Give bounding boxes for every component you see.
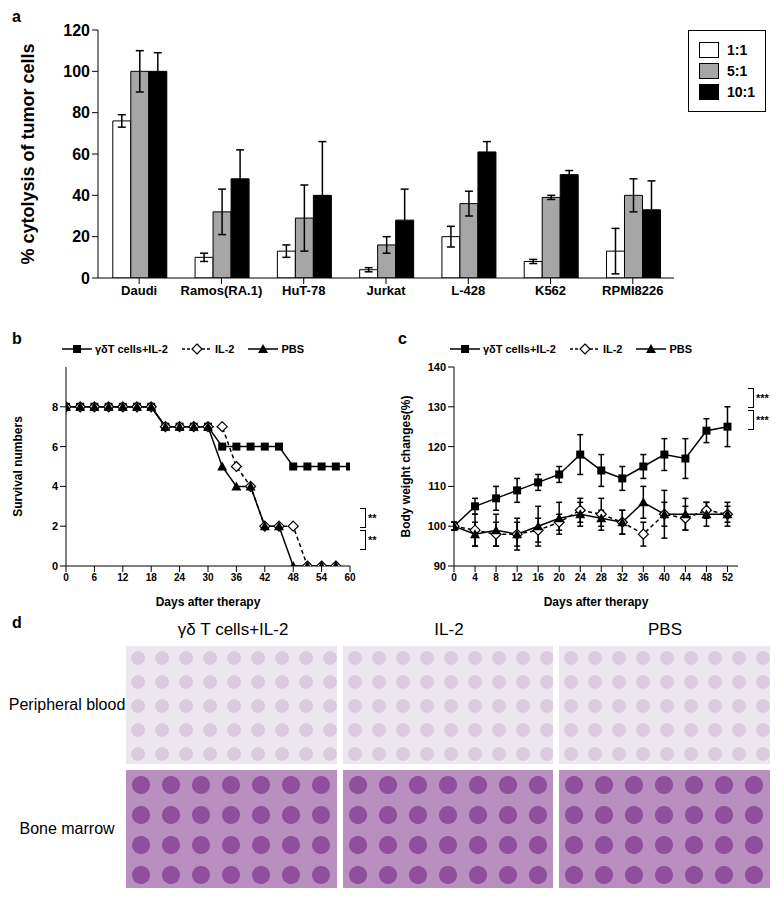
svg-text:42: 42 — [259, 572, 271, 583]
html-text:PBS: PBS — [648, 620, 682, 639]
svg-text:24: 24 — [575, 572, 587, 583]
svg-text:36: 36 — [638, 572, 650, 583]
html-text:Bone marrow: Bone marrow — [19, 820, 115, 837]
svg-text:Jurkat: Jurkat — [366, 283, 406, 298]
html-text:IL-2: IL-2 — [434, 620, 464, 639]
svg-text:4: 4 — [52, 480, 59, 492]
svg-text:130: 130 — [428, 401, 446, 413]
svg-text:Daudi: Daudi — [121, 283, 157, 298]
svg-text:4: 4 — [472, 572, 478, 583]
svg-text:40: 40 — [659, 572, 671, 583]
svg-text:0: 0 — [81, 270, 90, 287]
svg-text:K562: K562 — [535, 283, 566, 298]
svg-text:L-428: L-428 — [451, 283, 485, 298]
svg-text:20: 20 — [72, 228, 90, 245]
svg-text:48: 48 — [701, 572, 713, 583]
svg-text:60: 60 — [344, 572, 356, 583]
svg-text:30: 30 — [202, 572, 214, 583]
svg-text:44: 44 — [680, 572, 692, 583]
svg-text:28: 28 — [596, 572, 608, 583]
svg-text:12: 12 — [117, 572, 129, 583]
html-text:γδ T cells+IL-2: γδ T cells+IL-2 — [177, 620, 289, 639]
svg-text:6: 6 — [52, 441, 58, 453]
svg-text:% cytolysis of tumor cells: % cytolysis of tumor cells — [18, 43, 38, 264]
html-text:γδT cells+IL-2: γδT cells+IL-2 — [94, 343, 168, 355]
svg-text:Days after therapy: Days after therapy — [544, 595, 649, 609]
svg-text:Body weight changes(%): Body weight changes(%) — [399, 395, 413, 537]
svg-text:0: 0 — [63, 572, 69, 583]
html-text:IL-2: IL-2 — [214, 343, 235, 355]
svg-text:36: 36 — [231, 572, 243, 583]
svg-text:Ramos(RA.1): Ramos(RA.1) — [181, 283, 263, 298]
svg-text:6: 6 — [92, 572, 98, 583]
svg-text:120: 120 — [63, 22, 90, 39]
svg-text:Days after therapy: Days after therapy — [156, 595, 261, 609]
svg-text:0: 0 — [451, 572, 457, 583]
html-text:IL-2: IL-2 — [602, 343, 623, 355]
html-text:c: c — [398, 330, 407, 347]
html-text:10:1: 10:1 — [727, 84, 755, 100]
html-text:Peripheral blood: Peripheral blood — [8, 696, 126, 713]
html-text:b: b — [12, 330, 22, 347]
svg-text:8: 8 — [52, 401, 58, 413]
svg-text:16: 16 — [533, 572, 545, 583]
svg-text:110: 110 — [428, 480, 446, 492]
svg-text:18: 18 — [146, 572, 158, 583]
svg-text:12: 12 — [512, 572, 524, 583]
svg-text:52: 52 — [722, 572, 734, 583]
svg-text:24: 24 — [174, 572, 186, 583]
svg-text:HuT-78: HuT-78 — [282, 283, 325, 298]
html-text:d: d — [12, 614, 22, 631]
html-text:γδT cells+IL-2: γδT cells+IL-2 — [482, 343, 556, 355]
svg-text:2: 2 — [52, 520, 58, 532]
html-text:PBS: PBS — [669, 343, 693, 355]
svg-text:40: 40 — [72, 187, 90, 204]
svg-text:0: 0 — [52, 560, 58, 572]
svg-text:120: 120 — [428, 441, 446, 453]
html-text:1:1: 1:1 — [727, 42, 748, 58]
svg-text:80: 80 — [72, 104, 90, 121]
svg-text:RPMI8226: RPMI8226 — [602, 283, 663, 298]
svg-text:100: 100 — [428, 520, 446, 532]
svg-text:60: 60 — [72, 146, 90, 163]
svg-text:32: 32 — [617, 572, 629, 583]
svg-text:48: 48 — [288, 572, 300, 583]
html-text:a: a — [12, 8, 21, 25]
svg-text:8: 8 — [493, 572, 499, 583]
html-text:PBS: PBS — [281, 343, 305, 355]
svg-text:20: 20 — [554, 572, 566, 583]
svg-text:100: 100 — [63, 63, 90, 80]
svg-text:54: 54 — [316, 572, 328, 583]
svg-text:Survival numbers: Survival numbers — [11, 416, 25, 517]
html-text:5:1: 5:1 — [727, 63, 748, 79]
svg-text:140: 140 — [428, 361, 446, 373]
svg-text:90: 90 — [434, 560, 446, 572]
